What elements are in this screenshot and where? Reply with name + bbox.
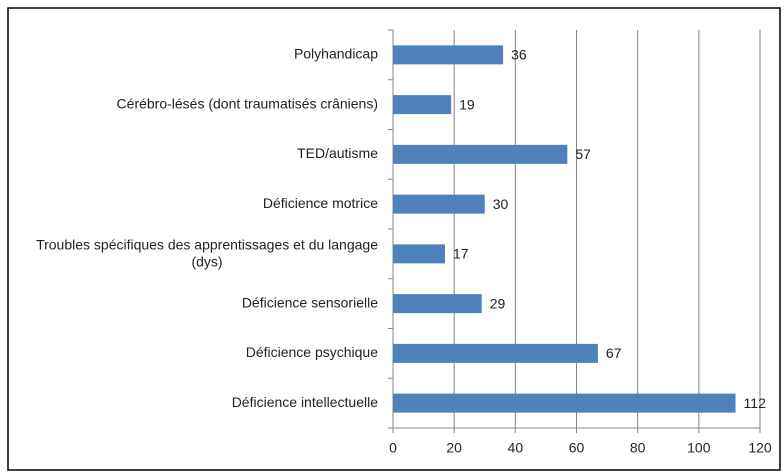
value-label: 112 (744, 395, 767, 411)
y-tick-label: Déficience psychique (246, 344, 379, 360)
value-label: 67 (606, 345, 622, 361)
y-tick-label: Troubles spécifiques des apprentissages … (36, 236, 378, 269)
label-line: (dys) (191, 253, 222, 269)
label-line: Troubles spécifiques des apprentissages … (36, 236, 378, 252)
y-tick-label: Polyhandicap (294, 46, 378, 62)
value-label: 19 (459, 96, 475, 112)
bar (393, 393, 736, 413)
x-tick-label: 20 (446, 440, 462, 456)
x-tick-label: 0 (389, 440, 397, 456)
y-tick-label: Déficience motrice (263, 195, 378, 211)
y-tick-label: Déficience sensorielle (242, 294, 378, 310)
y-tick-label: Cérébro-lésés (dont traumatisés crâniens… (117, 95, 378, 111)
x-tick-label: 100 (687, 440, 711, 456)
y-tick-label: Déficience intellectuelle (232, 394, 379, 410)
x-tick-label: 80 (630, 440, 646, 456)
bar (393, 343, 598, 363)
bar (393, 45, 504, 65)
value-label: 17 (453, 246, 469, 262)
bar (393, 244, 445, 264)
value-label: 30 (493, 196, 509, 212)
bar (393, 194, 485, 214)
bar (393, 144, 568, 164)
bar (393, 95, 452, 115)
value-label: 29 (490, 295, 506, 311)
x-tick-label: 40 (508, 440, 524, 456)
x-tick-label: 120 (748, 440, 772, 456)
value-label: 36 (511, 47, 527, 63)
y-tick-label: TED/autisme (297, 145, 378, 161)
chart-frame (7, 7, 781, 471)
bar (393, 294, 482, 314)
value-label: 57 (575, 146, 591, 162)
x-tick-label: 60 (569, 440, 585, 456)
